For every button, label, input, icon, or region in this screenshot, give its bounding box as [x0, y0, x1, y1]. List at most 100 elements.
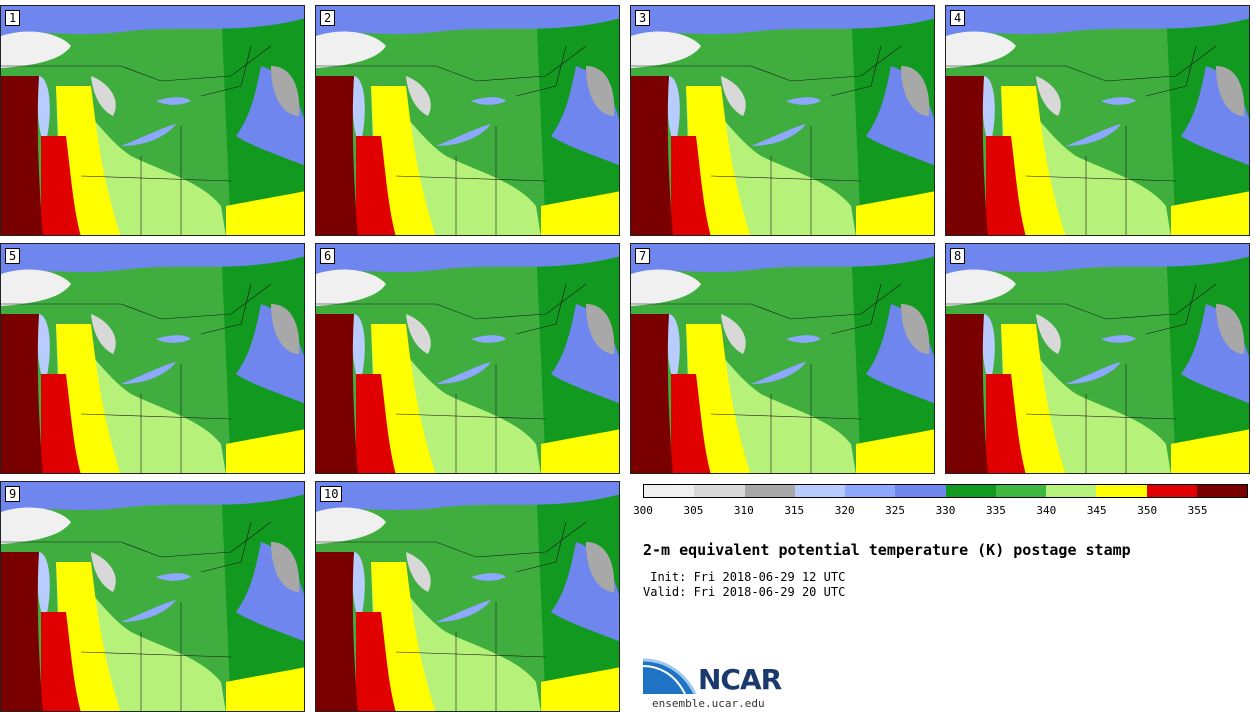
member-label-7: 7	[635, 248, 651, 264]
map-2	[316, 6, 619, 235]
colorbar-tick-315: 315	[784, 504, 805, 517]
field-lake-huron	[406, 314, 431, 354]
ensemble-member-panel-5: 5	[0, 243, 305, 474]
field-lake-superior	[946, 31, 1016, 68]
field-lake-ontario	[786, 97, 821, 105]
field-north-band	[631, 6, 934, 36]
colorbar-tick-355: 355	[1187, 504, 1208, 517]
field-lake-ontario	[1101, 335, 1136, 343]
colorbar-tick-320: 320	[834, 504, 855, 517]
field-lake-erie	[1066, 362, 1121, 384]
colorbar-tick-345: 345	[1086, 504, 1107, 517]
field-extreme-west	[1, 314, 43, 473]
field-lake-michigan	[352, 552, 365, 622]
colorbar-bin-7	[995, 485, 1046, 497]
field-very-hot	[356, 136, 396, 235]
state-border-line	[946, 45, 1217, 82]
field-lake-superior	[1, 31, 71, 68]
field-gulf-maine	[1216, 304, 1245, 354]
ensemble-member-panel-8: 8	[945, 243, 1250, 474]
state-border-line	[200, 283, 252, 335]
ensemble-member-panel-1: 1	[0, 5, 305, 236]
map-8	[946, 244, 1249, 473]
map-9	[1, 482, 304, 711]
field-very-hot	[986, 136, 1026, 235]
field-extreme-west	[316, 76, 358, 235]
member-label-5: 5	[5, 248, 21, 264]
state-border-line	[316, 283, 587, 320]
colorbar-ticks: 300 305 310 315 320 325 330 335 340 345 350 355	[633, 504, 1248, 520]
state-border-line	[395, 413, 547, 420]
field-lake-erie	[751, 362, 806, 384]
map-6	[316, 244, 619, 473]
state-border-line	[515, 521, 567, 573]
field-lake-michigan	[37, 76, 50, 146]
field-very-hot	[356, 612, 396, 711]
field-se-yellow	[541, 191, 619, 235]
member-label-3: 3	[635, 10, 651, 26]
field-lake-erie	[121, 600, 176, 622]
field-lake-superior	[1, 269, 71, 306]
ncar-logo-text: NCAR	[698, 663, 782, 696]
map-10	[316, 482, 619, 711]
state-border-line	[946, 283, 1217, 320]
state-border-line	[80, 413, 232, 420]
colorbar-tick-330: 330	[935, 504, 956, 517]
field-lake-michigan	[982, 314, 995, 384]
site-url[interactable]: ensemble.ucar.edu	[652, 697, 765, 710]
ensemble-member-panel-10: 10	[315, 481, 620, 712]
field-lake-erie	[121, 362, 176, 384]
field-lake-superior	[316, 269, 386, 306]
field-north-band	[1, 244, 304, 274]
field-lake-erie	[436, 362, 491, 384]
field-lake-ontario	[786, 335, 821, 343]
colorbar-bin-2	[744, 485, 795, 497]
field-lake-superior	[316, 31, 386, 68]
colorbar-bin-6	[945, 485, 996, 497]
ensemble-member-panel-4: 4	[945, 5, 1250, 236]
plot-title: 2-m equivalent potential temperature (K)…	[643, 541, 1131, 559]
field-lake-ontario	[471, 97, 506, 105]
colorbar-bin-1	[694, 485, 745, 497]
field-lake-erie	[436, 124, 491, 146]
field-north-band	[946, 244, 1249, 274]
field-very-hot	[671, 374, 711, 473]
state-border-line	[515, 283, 567, 335]
field-lake-huron	[721, 314, 746, 354]
ensemble-member-panel-9: 9	[0, 481, 305, 712]
ensemble-member-panel-3: 3	[630, 5, 935, 236]
state-border-line	[1, 521, 272, 558]
field-se-yellow	[541, 667, 619, 711]
field-lake-huron	[406, 552, 431, 592]
init-time: Init: Fri 2018-06-29 12 UTC	[643, 570, 846, 584]
field-lake-huron	[91, 552, 116, 592]
field-very-hot	[986, 374, 1026, 473]
colorbar-tick-300: 300	[633, 504, 653, 517]
field-north-band	[946, 6, 1249, 36]
field-gulf-maine	[586, 66, 615, 116]
field-lake-erie	[436, 600, 491, 622]
colorbar-tick-335: 335	[985, 504, 1006, 517]
colorbar-bin-0	[644, 485, 695, 497]
colorbar-bin-4	[845, 485, 896, 497]
field-lake-ontario	[156, 97, 191, 105]
map-1	[1, 6, 304, 235]
field-lake-huron	[1036, 314, 1061, 354]
field-lake-huron	[1036, 76, 1061, 116]
colorbar	[643, 484, 1248, 498]
state-border-line	[1025, 413, 1177, 420]
field-north-band	[1, 482, 304, 512]
member-label-1: 1	[5, 10, 21, 26]
field-se-yellow	[856, 191, 934, 235]
field-lake-superior	[316, 507, 386, 544]
field-lake-michigan	[352, 76, 365, 146]
field-extreme-west	[946, 314, 988, 473]
state-border-line	[631, 283, 902, 320]
field-lake-ontario	[156, 335, 191, 343]
colorbar-tick-325: 325	[885, 504, 906, 517]
field-very-hot	[356, 374, 396, 473]
field-gulf-maine	[586, 542, 615, 592]
state-border-line	[515, 45, 567, 97]
state-border-line	[80, 651, 232, 658]
field-gulf-maine	[586, 304, 615, 354]
